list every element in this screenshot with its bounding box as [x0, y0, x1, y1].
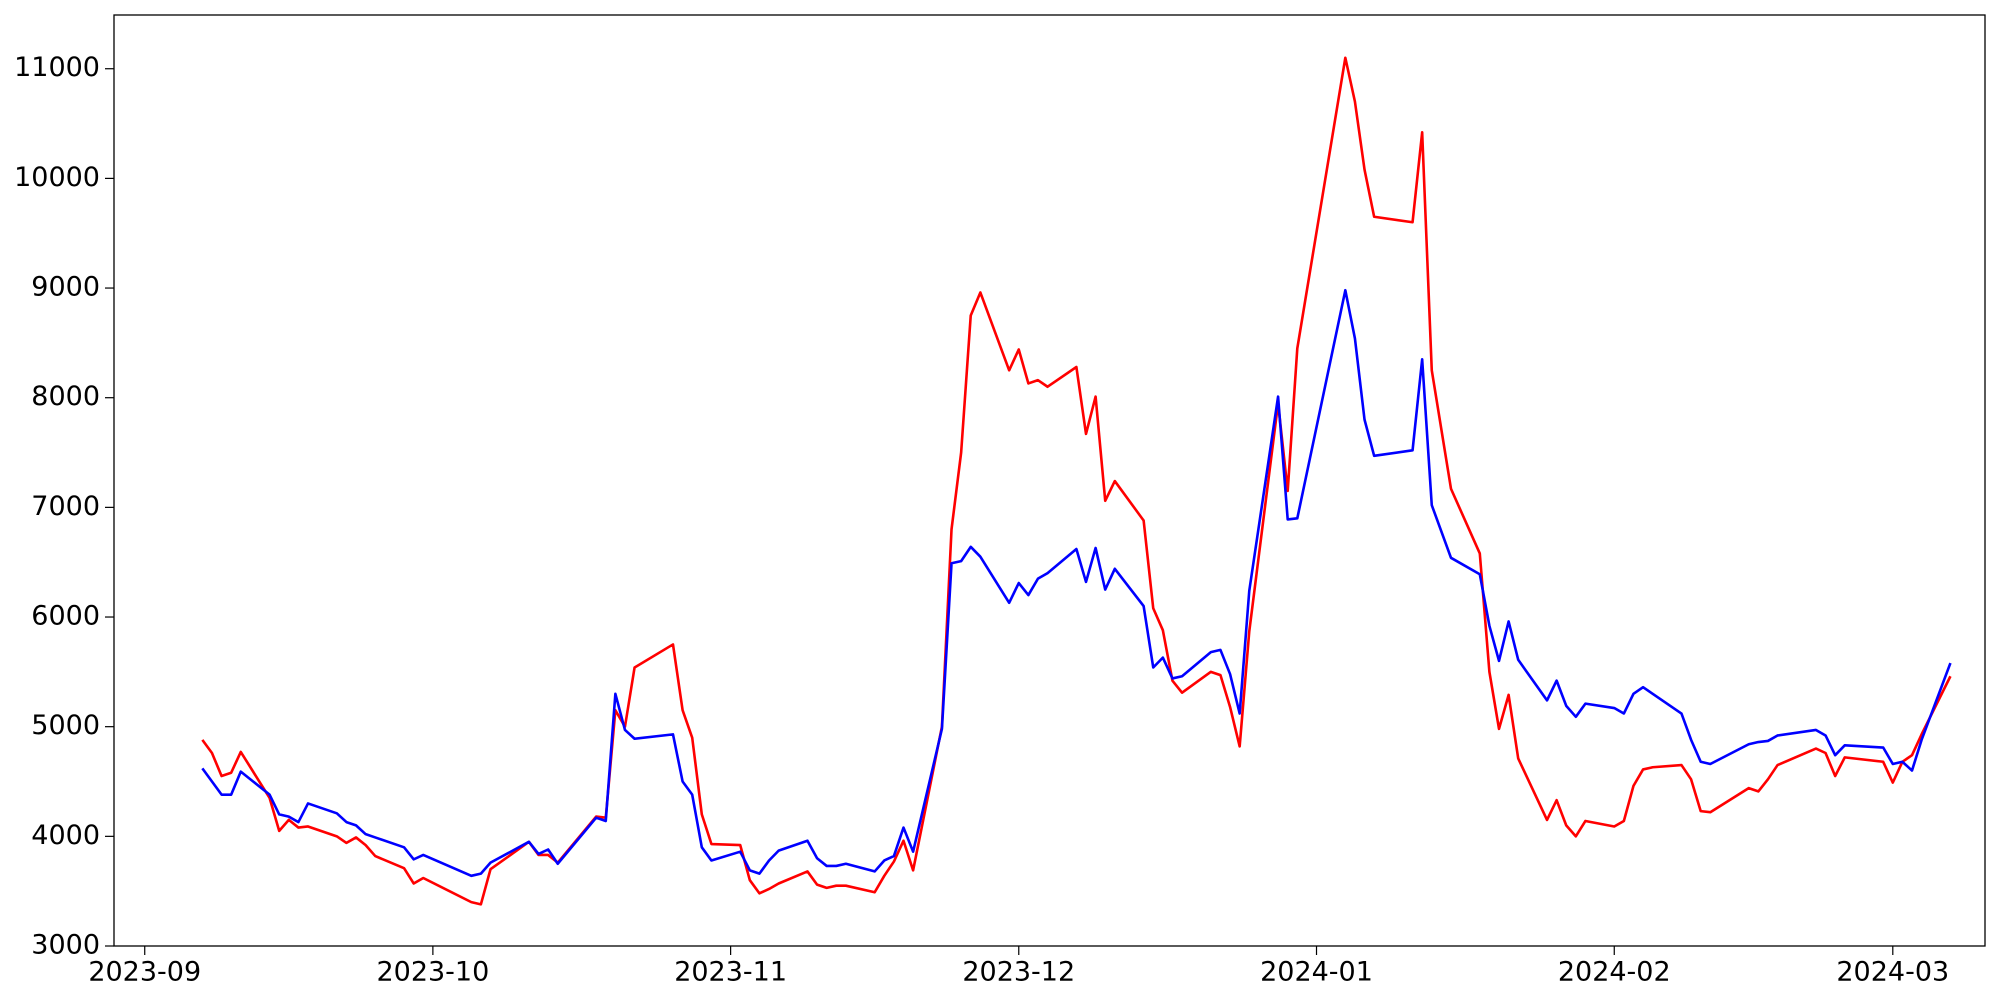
y-tick-label: 5000: [31, 710, 100, 741]
x-tick-label: 2024-03: [1836, 957, 1949, 988]
y-tick-label: 4000: [31, 820, 100, 851]
y-tick-label: 10000: [14, 162, 100, 193]
plot-frame: [113, 14, 1986, 947]
x-tick-label: 2024-02: [1558, 957, 1671, 988]
y-tick-label: 8000: [31, 381, 100, 412]
line-series: [201, 56, 1952, 906]
line-series: [201, 288, 1952, 878]
y-tick-label: 9000: [31, 272, 100, 303]
y-tick-label: 3000: [31, 930, 100, 961]
x-tick-label: 2024-01: [1260, 957, 1373, 988]
x-tick-label: 2023-10: [376, 957, 489, 988]
y-tick-label: 11000: [14, 52, 100, 83]
y-tick-label: 7000: [31, 491, 100, 522]
x-tick-label: 2023-09: [88, 957, 201, 988]
y-tick-label: 6000: [31, 601, 100, 632]
x-tick-label: 2023-12: [962, 957, 1075, 988]
x-tick-label: 2023-11: [674, 957, 787, 988]
